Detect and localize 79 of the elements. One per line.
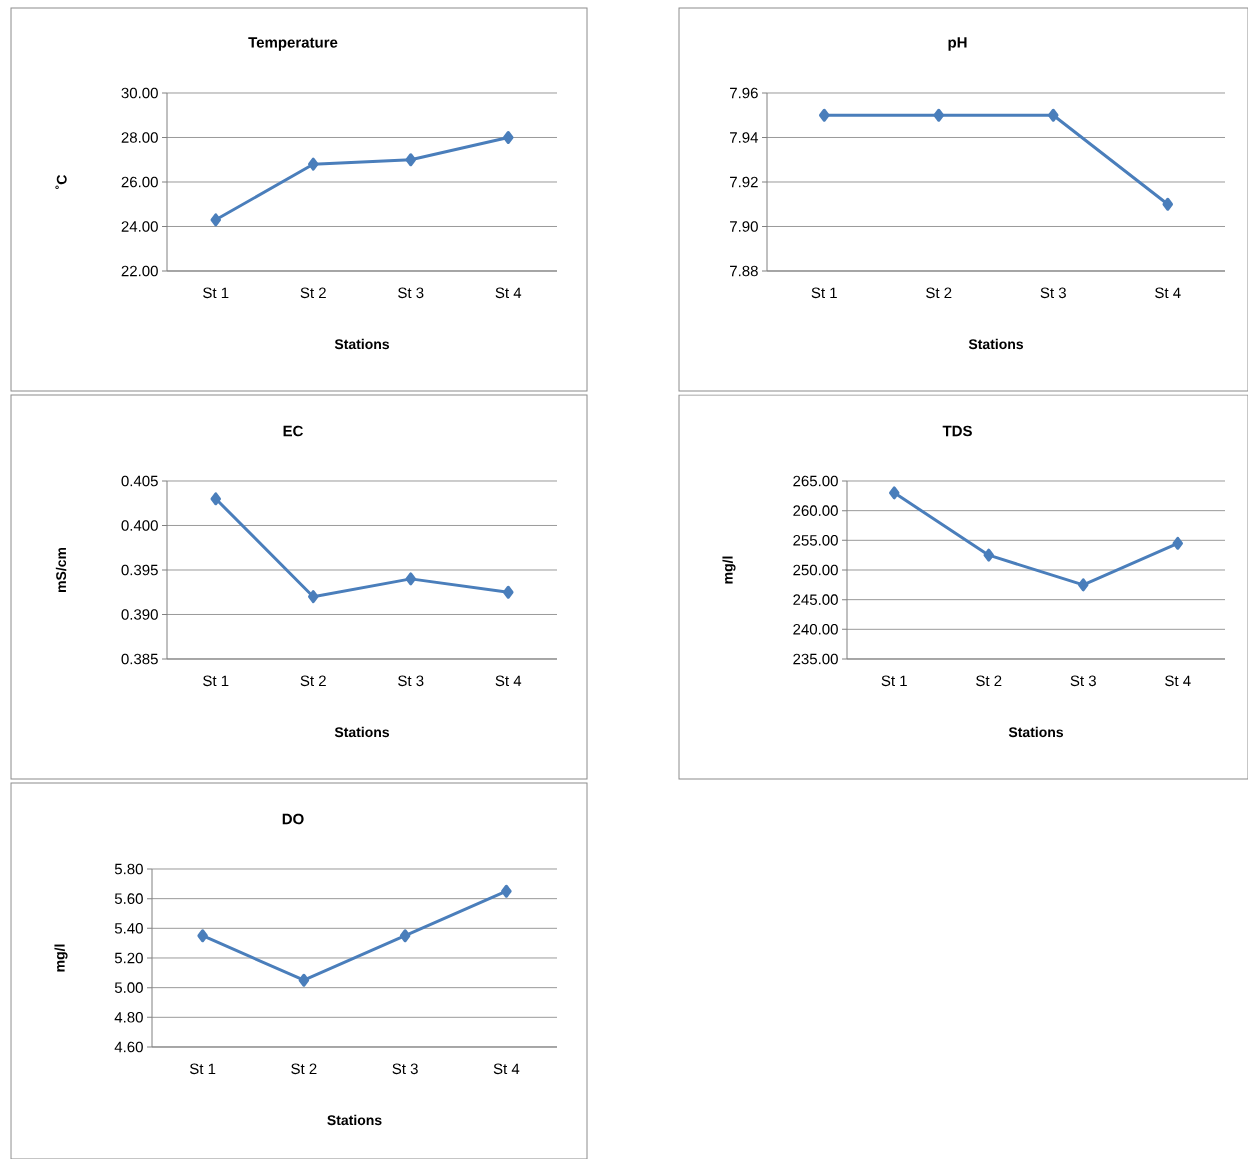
point	[983, 548, 995, 562]
y-tick-label: 4.80	[114, 1012, 143, 1023]
chart-title: DO	[282, 813, 304, 825]
y-tick-label: 7.90	[730, 221, 758, 232]
y-axis-title: ˚C	[55, 174, 67, 190]
point	[210, 213, 222, 227]
y-axis-title: mg/l	[722, 556, 736, 584]
point	[210, 492, 222, 506]
x-tick-label: St 4	[1165, 675, 1191, 687]
x-tick-label: St 1	[203, 287, 229, 299]
y-axis-title: mg/l	[54, 944, 68, 972]
x-axis-title: Stations	[1008, 726, 1064, 738]
x-tick-label: St 3	[1040, 287, 1066, 299]
chart-title: TDS	[942, 425, 972, 437]
x-tick-label: St 2	[300, 287, 326, 299]
point	[503, 585, 514, 599]
chart-title: pH	[948, 37, 967, 51]
x-axis-title: Stations	[968, 338, 1024, 350]
y-tick-label: 0.400	[121, 520, 158, 531]
y-tick-label: 245.00	[793, 594, 838, 605]
y-tick-label: 26.00	[121, 176, 158, 188]
x-tick-label: St 3	[1070, 675, 1096, 687]
y-tick-label: 240.00	[793, 624, 838, 635]
y-tick-label: 255.00	[793, 535, 838, 546]
x-tick-label: St 4	[495, 287, 522, 299]
x-tick-label: St 1	[881, 675, 907, 687]
y-tick-label: 28.00	[121, 132, 158, 143]
point	[503, 130, 514, 144]
point	[405, 153, 416, 167]
y-tick-label: 0.395	[121, 564, 158, 576]
x-tick-label: St 4	[493, 1063, 520, 1075]
y-tick-label: 250.00	[793, 564, 838, 576]
point	[405, 572, 416, 586]
point	[308, 590, 319, 604]
x-axis-title: Stations	[334, 338, 390, 350]
x-tick-label: St 4	[495, 675, 522, 687]
y-tick-label: 24.00	[121, 221, 158, 232]
x-tick-label: St 1	[189, 1063, 216, 1075]
y-tick-label: 5.60	[114, 893, 143, 904]
chart-title: Temperature	[248, 37, 338, 51]
x-tick-label: St 2	[291, 1063, 317, 1075]
point	[298, 973, 310, 987]
chart-title: EC	[283, 425, 304, 437]
y-tick-label: 265.00	[793, 475, 838, 487]
y-tick-label: 0.390	[121, 609, 158, 620]
y-tick-label: 0.405	[121, 475, 158, 487]
y-tick-label: 235.00	[793, 653, 838, 665]
x-tick-label: St 1	[203, 675, 229, 687]
y-tick-label: 4.60	[114, 1041, 143, 1053]
x-tick-label: St 3	[392, 1063, 418, 1075]
point	[1078, 578, 1089, 592]
x-tick-label: St 2	[300, 675, 326, 687]
point	[399, 929, 411, 943]
x-tick-label: St 1	[811, 287, 837, 299]
y-tick-label: 5.40	[114, 923, 143, 934]
point	[308, 157, 319, 171]
x-axis-title: Stations	[327, 1114, 382, 1126]
x-tick-label: St 3	[398, 675, 424, 687]
point	[197, 929, 208, 943]
y-axis-title: mS/cm	[55, 547, 67, 593]
x-tick-label: St 2	[926, 287, 952, 299]
point	[889, 486, 900, 500]
y-tick-label: 7.94	[730, 132, 759, 143]
y-tick-label: 7.92	[730, 176, 758, 188]
y-tick-label: 5.00	[114, 982, 143, 993]
y-tick-label: 30.00	[121, 87, 158, 99]
y-tick-label: 5.20	[114, 952, 143, 964]
x-tick-label: St 3	[398, 287, 424, 299]
y-tick-label: 22.00	[121, 265, 158, 277]
point	[501, 884, 512, 898]
x-tick-label: St 4	[1155, 287, 1181, 299]
x-axis-title: Stations	[334, 726, 390, 738]
y-tick-label: 7.88	[730, 265, 758, 277]
y-tick-label: 7.96	[730, 87, 758, 99]
x-tick-label: St 2	[976, 675, 1002, 687]
y-tick-label: 260.00	[793, 505, 838, 516]
y-tick-label: 0.385	[121, 653, 158, 665]
point	[1172, 536, 1183, 550]
y-tick-label: 5.80	[114, 863, 143, 875]
